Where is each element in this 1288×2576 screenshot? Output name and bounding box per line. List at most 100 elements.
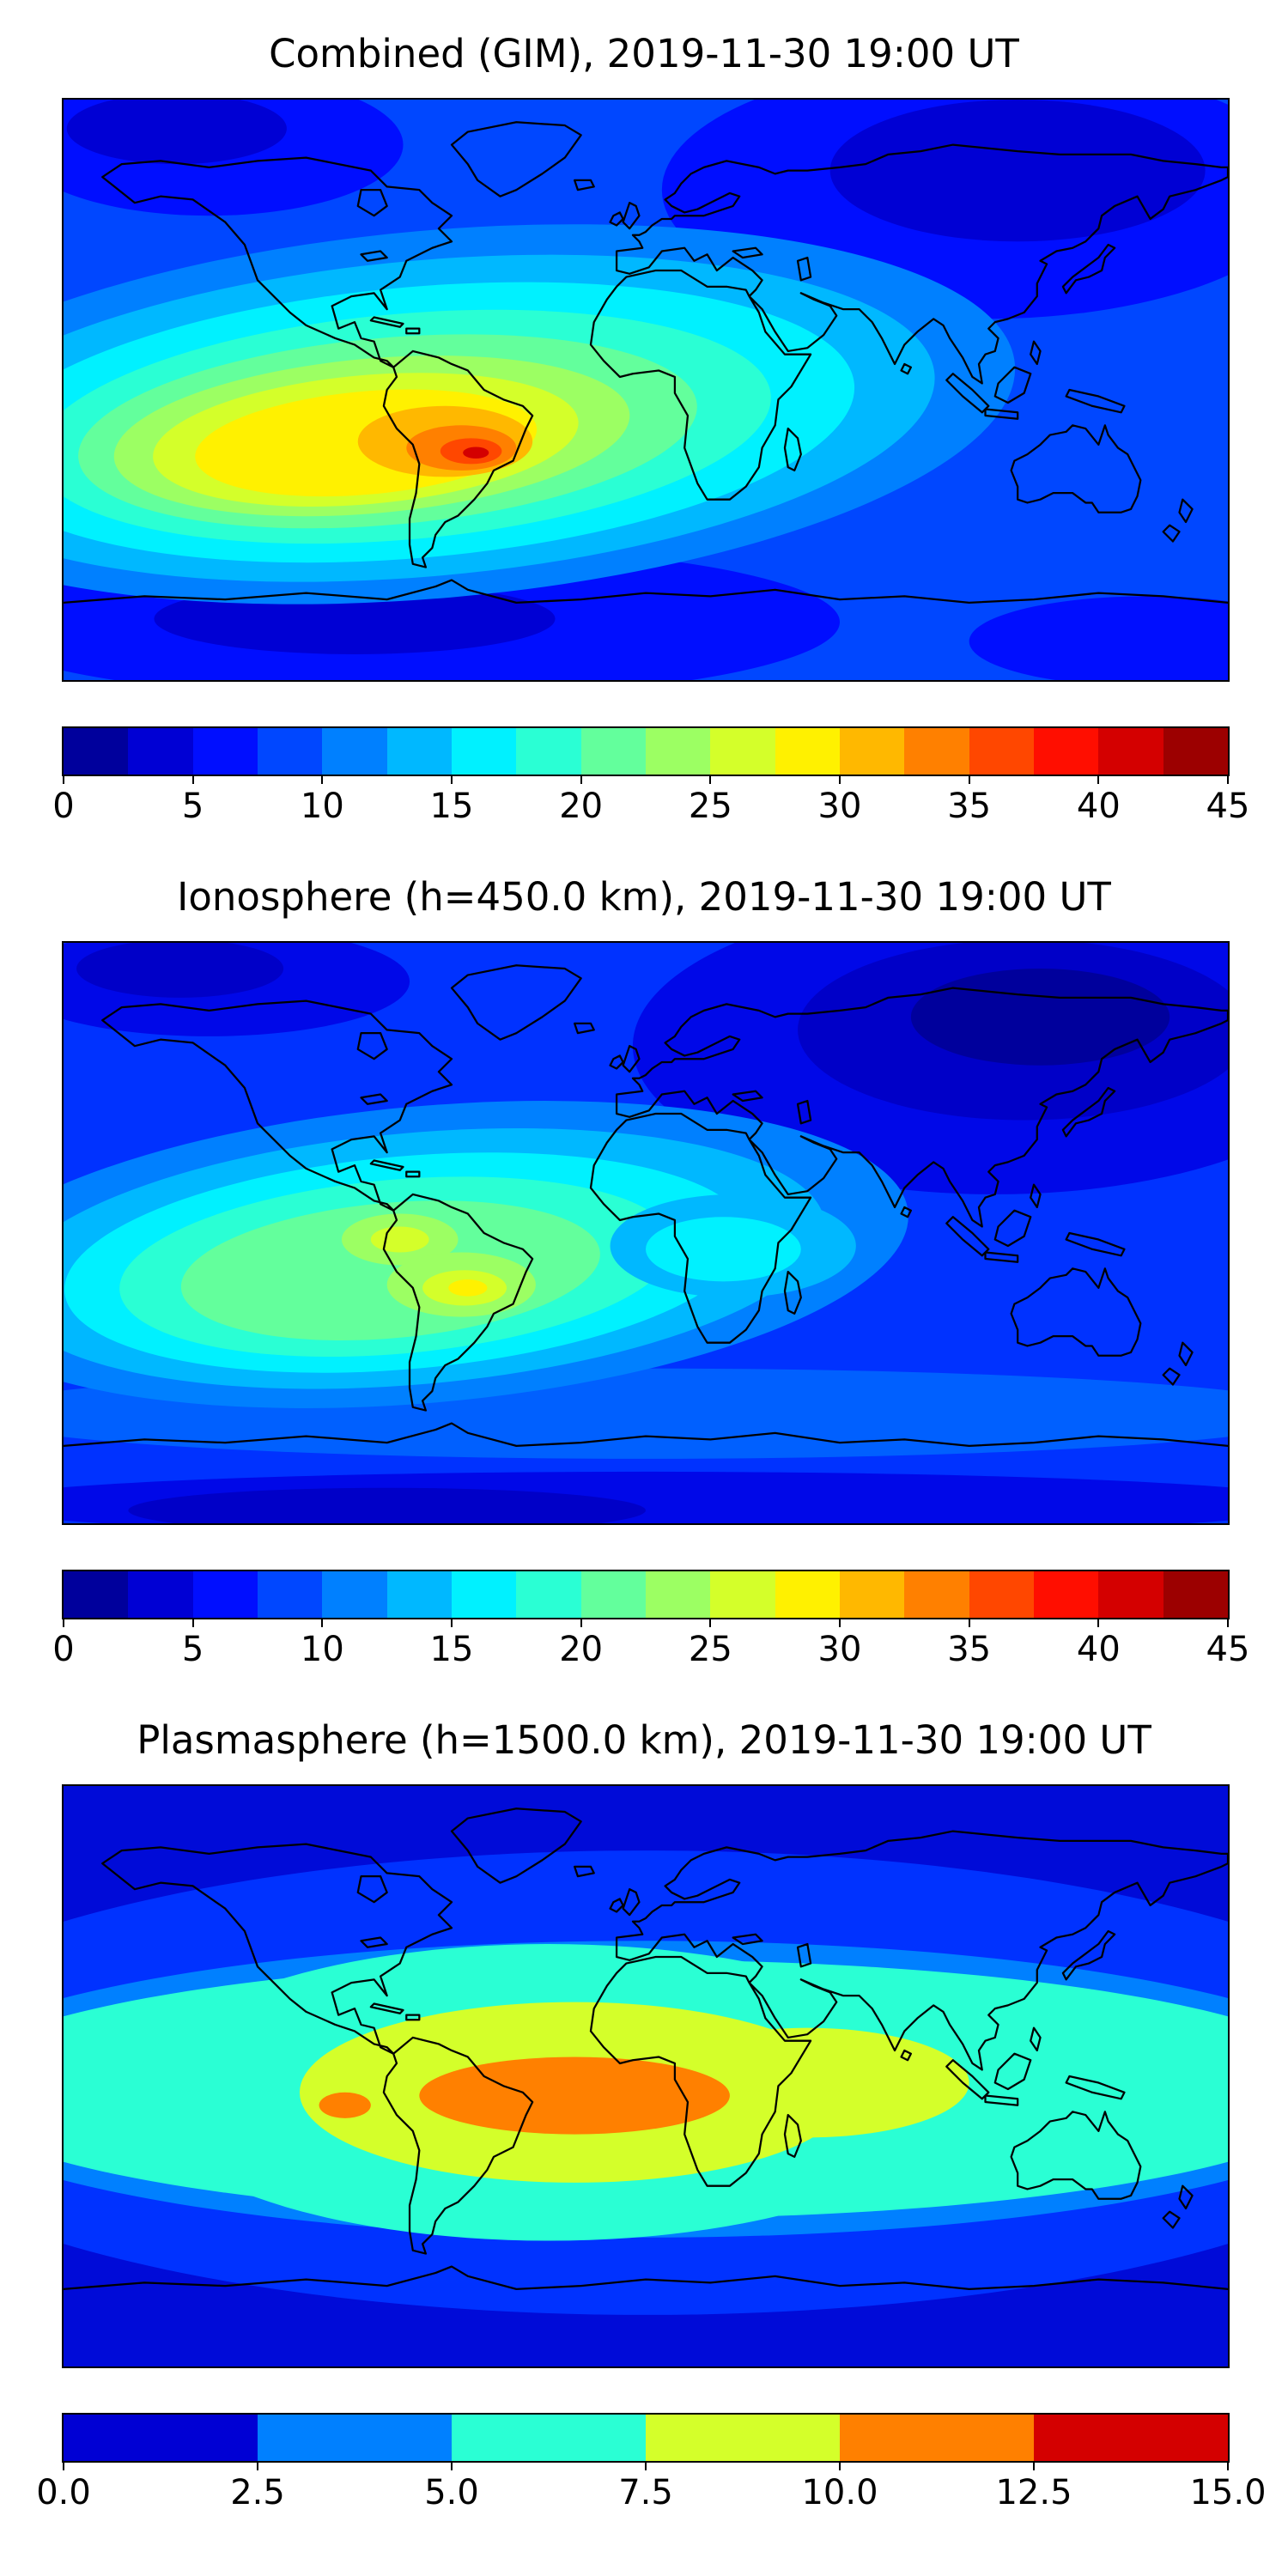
- colorbar-segment: [64, 1571, 129, 1618]
- map-combined: [62, 98, 1230, 682]
- contour-fill-plasmasphere: [64, 1786, 1228, 2366]
- colorbar-tick-label: 10: [300, 787, 344, 826]
- colorbar-tick-mark: [451, 776, 453, 784]
- colorbar-segment: [1033, 728, 1099, 775]
- colorbar-tick-label: 5.0: [424, 2473, 479, 2512]
- colorbar-segment: [128, 728, 193, 775]
- colorbar-tick-mark: [1097, 1619, 1100, 1627]
- colorbar-tick-mark: [321, 1619, 324, 1627]
- colorbar-segment: [1163, 728, 1228, 775]
- panel-plasmasphere: Plasmasphere (h=1500.0 km), 2019-11-30 1…: [36, 1716, 1267, 2519]
- colorbar-tick-label: 10: [300, 1630, 344, 1669]
- colorbar-segment: [386, 728, 452, 775]
- colorbar-tick-label: 0: [52, 787, 75, 826]
- colorbar-segment: [840, 2415, 1034, 2461]
- colorbar-tick-mark: [1097, 776, 1100, 784]
- colorbar-tick-mark: [63, 776, 64, 784]
- colorbar-tick-mark: [321, 776, 324, 784]
- colorbar-segment: [257, 728, 323, 775]
- colorbar-tick-mark: [709, 776, 712, 784]
- colorbar-segment: [580, 1571, 646, 1618]
- contour-fill-ionosphere: [64, 943, 1228, 1523]
- colorbar-tick-mark: [1033, 2463, 1035, 2470]
- colorbar-segment: [452, 2415, 646, 2461]
- colorbar-tick-label: 25: [688, 787, 732, 826]
- panel-title-ionosphere: Ionosphere (h=450.0 km), 2019-11-30 19:0…: [177, 874, 1111, 920]
- colorbar-tick-mark: [645, 2463, 647, 2470]
- colorbar-tick-label: 15: [429, 1630, 474, 1669]
- colorbar-segment: [516, 1571, 581, 1618]
- colorbar-segment: [451, 728, 517, 775]
- map-plasmasphere: [62, 1784, 1230, 2368]
- colorbar-tick-label: 5: [181, 787, 204, 826]
- colorbar-tick-mark: [839, 776, 841, 784]
- colorbar-tick-label: 7.5: [618, 2473, 673, 2512]
- colorbar-tick-label: 30: [817, 787, 862, 826]
- panel-combined: Combined (GIM), 2019-11-30 19:00 UT: [52, 29, 1249, 833]
- colorbar-segment: [192, 728, 258, 775]
- map-ionosphere-svg: [64, 943, 1228, 1523]
- colorbar-tick-mark: [451, 1619, 453, 1627]
- colorbar-segment: [775, 728, 840, 775]
- map-plasmasphere-svg: [64, 1786, 1228, 2366]
- colorbar-tick-mark: [63, 1619, 64, 1627]
- colorbar-ticks-combined: 0 5 10 15 20 25 30 35 40 45: [52, 776, 1249, 833]
- colorbar-tick-label: 20: [559, 787, 604, 826]
- colorbar-segment: [839, 728, 905, 775]
- colorbar-segment: [1098, 1571, 1163, 1618]
- colorbar-segment: [904, 1571, 969, 1618]
- colorbar-tick-label: 30: [817, 1630, 862, 1669]
- colorbar-tick-mark: [580, 776, 582, 784]
- colorbar-tick-label: 45: [1206, 1630, 1250, 1669]
- colorbar-ticks-ionosphere: 0 5 10 15 20 25 30 35 40 45: [52, 1619, 1249, 1676]
- colorbar-tick-label: 15: [429, 787, 474, 826]
- colorbar-tick-mark: [191, 776, 194, 784]
- colorbar-segment: [839, 1571, 905, 1618]
- colorbar-tick-label: 40: [1076, 1630, 1121, 1669]
- panel-title-plasmasphere: Plasmasphere (h=1500.0 km), 2019-11-30 1…: [137, 1717, 1151, 1763]
- colorbar-segment: [386, 1571, 452, 1618]
- colorbar-tick-label: 35: [947, 787, 992, 826]
- colorbar-segment: [1033, 1571, 1099, 1618]
- colorbar-tick-label: 0.0: [36, 2473, 91, 2512]
- map-ionosphere: [62, 941, 1230, 1525]
- colorbar-tick-mark: [968, 776, 970, 784]
- colorbar-combined: [62, 726, 1230, 776]
- colorbar-segment: [322, 1571, 387, 1618]
- colorbar-segment: [1034, 2415, 1228, 2461]
- colorbar-tick-label: 2.5: [230, 2473, 285, 2512]
- colorbar-segment: [710, 728, 775, 775]
- panel-ionosphere: Ionosphere (h=450.0 km), 2019-11-30 19:0…: [52, 872, 1249, 1676]
- colorbar-tick-label: 0: [52, 1630, 75, 1669]
- colorbar-segment: [710, 1571, 775, 1618]
- colorbar-tick-mark: [709, 1619, 712, 1627]
- colorbar-tick-label: 20: [559, 1630, 604, 1669]
- colorbar-tick-label: 5: [181, 1630, 204, 1669]
- colorbar-segment: [257, 1571, 323, 1618]
- colorbar-segment: [451, 1571, 517, 1618]
- colorbar-segment: [258, 2415, 452, 2461]
- colorbar-ticks-plasmasphere: 0.0 2.5 5.0 7.5 10.0 12.5 15.0: [36, 2463, 1267, 2519]
- colorbar-segment: [192, 1571, 258, 1618]
- colorbar-segment: [969, 728, 1034, 775]
- colorbar-segment: [1163, 1571, 1228, 1618]
- colorbar-plasmasphere: [62, 2413, 1230, 2463]
- colorbar-tick-mark: [191, 1619, 194, 1627]
- colorbar-tick-mark: [839, 1619, 841, 1627]
- colorbar-tick-label: 25: [688, 1630, 732, 1669]
- colorbar-segment: [969, 1571, 1034, 1618]
- colorbar-segment: [645, 1571, 711, 1618]
- colorbar-segment: [775, 1571, 840, 1618]
- colorbar-segment: [64, 728, 129, 775]
- colorbar-tick-label: 15.0: [1189, 2473, 1267, 2512]
- figure: Combined (GIM), 2019-11-30 19:00 UT: [36, 29, 1267, 2519]
- colorbar-tick-mark: [968, 1619, 970, 1627]
- colorbar-tick-mark: [1227, 1619, 1229, 1627]
- colorbar-segment: [1098, 728, 1163, 775]
- colorbar-ionosphere: [62, 1570, 1230, 1619]
- colorbar-segment: [645, 728, 711, 775]
- colorbar-tick-mark: [1227, 2463, 1229, 2470]
- colorbar-segment: [322, 728, 387, 775]
- colorbar-segment: [580, 728, 646, 775]
- colorbar-tick-mark: [257, 2463, 258, 2470]
